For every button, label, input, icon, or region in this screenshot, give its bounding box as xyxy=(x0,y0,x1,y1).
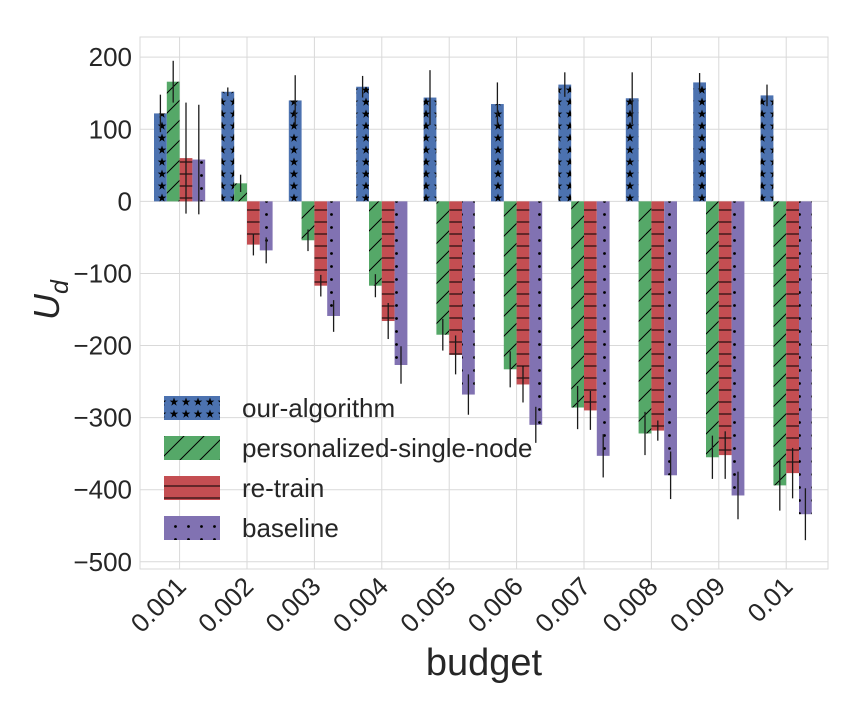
legend-label-personalized-single-node: personalized-single-node xyxy=(242,433,533,463)
bar-our-algorithm-0.008 xyxy=(625,98,639,202)
bar-re-train-0.008 xyxy=(651,201,665,431)
bar-re-train-0.004 xyxy=(381,201,395,322)
y-tick-label: 0 xyxy=(118,186,132,216)
bar-our-algorithm-0.004 xyxy=(356,86,369,202)
y-axis-subscript: d xyxy=(46,279,74,294)
legend-swatch-baseline xyxy=(164,516,220,540)
bar-personalized-single-node-0.003 xyxy=(301,201,315,241)
x-tick-label: 0.005 xyxy=(394,571,461,638)
x-tick-labels: 0.001 0.002 0.003 0.004 0.005 0.006 0.007 0.008… xyxy=(125,571,799,638)
bar-our-algorithm-0.002 xyxy=(221,91,235,202)
legend-label-re-train: re-train xyxy=(242,473,324,503)
bar-personalized-single-node-0.008 xyxy=(638,201,652,434)
bar-baseline-0.008 xyxy=(664,201,677,476)
bar-re-train-0.003 xyxy=(314,201,328,286)
legend-label-our-algorithm: our-algorithm xyxy=(242,393,395,423)
bars xyxy=(154,81,812,515)
bar-personalized-single-node-0.007 xyxy=(571,201,584,408)
bar-personalized-single-node-0.009 xyxy=(706,201,719,458)
bar-re-train-0.002 xyxy=(247,201,260,245)
x-tick-label: 0.003 xyxy=(259,571,326,638)
x-tick-label: 0.009 xyxy=(664,571,731,638)
bar-re-train-0.006 xyxy=(516,201,530,385)
y-tick-label: −200 xyxy=(73,331,132,361)
bar-baseline-0.009 xyxy=(731,201,745,496)
legend-swatch-re-train xyxy=(164,476,220,500)
bar-our-algorithm-0.006 xyxy=(491,104,504,202)
x-tick-label: 0.001 xyxy=(125,571,192,638)
y-tick-label: 200 xyxy=(89,42,132,72)
legend-swatch-our-algorithm xyxy=(164,396,220,420)
bar-re-train-0.01 xyxy=(786,201,799,474)
bar-personalized-single-node-0.005 xyxy=(436,201,450,335)
y-tick-label: 100 xyxy=(89,114,132,144)
x-tick-label: 0.008 xyxy=(596,571,663,638)
bar-baseline-0.004 xyxy=(394,201,408,365)
bar-our-algorithm-0.01 xyxy=(760,95,774,202)
y-axis-title: Ud xyxy=(26,279,74,320)
bar-personalized-single-node-0.01 xyxy=(773,201,787,486)
bar-re-train-0.009 xyxy=(718,201,732,456)
x-tick-label: 0.006 xyxy=(462,571,529,638)
bar-our-algorithm-0.001 xyxy=(154,113,167,202)
bar-baseline-0.002 xyxy=(259,201,273,251)
x-tick-label: 0.01 xyxy=(741,571,798,628)
y-tick-label: −500 xyxy=(73,547,132,577)
y-tick-label: −400 xyxy=(73,475,132,505)
x-tick-label: 0.004 xyxy=(327,571,394,638)
bar-our-algorithm-0.005 xyxy=(423,97,437,202)
x-tick-label: 0.002 xyxy=(192,571,259,638)
x-axis-title: budget xyxy=(426,642,543,684)
bar-baseline-0.01 xyxy=(799,201,812,515)
legend: our-algorithm personalized-single-node re-… xyxy=(164,393,533,543)
bar-personalized-single-node-0.006 xyxy=(503,201,517,370)
bar-our-algorithm-0.009 xyxy=(693,82,706,202)
bar-our-algorithm-0.007 xyxy=(558,84,572,202)
x-tick-label: 0.007 xyxy=(529,571,596,638)
bar-personalized-single-node-0.001 xyxy=(166,81,180,202)
bar-personalized-single-node-0.004 xyxy=(369,201,382,286)
bar-re-train-0.007 xyxy=(584,201,597,411)
bar-personalized-single-node-0.002 xyxy=(234,183,247,202)
legend-label-baseline: baseline xyxy=(242,513,339,543)
y-tick-labels: 200 100 0 −100 −200 −300 −400 −500 xyxy=(73,42,132,577)
error-bars xyxy=(159,60,807,541)
bar-re-train-0.005 xyxy=(449,201,462,355)
bar-baseline-0.003 xyxy=(327,201,340,316)
bar-baseline-0.007 xyxy=(596,201,610,456)
bar-baseline-0.005 xyxy=(462,201,475,395)
legend-swatch-personalized-single-node xyxy=(164,436,220,460)
bar-baseline-0.006 xyxy=(529,201,543,425)
y-tick-label: −100 xyxy=(73,258,132,288)
y-tick-label: −300 xyxy=(73,403,132,433)
bar-our-algorithm-0.003 xyxy=(288,100,302,202)
